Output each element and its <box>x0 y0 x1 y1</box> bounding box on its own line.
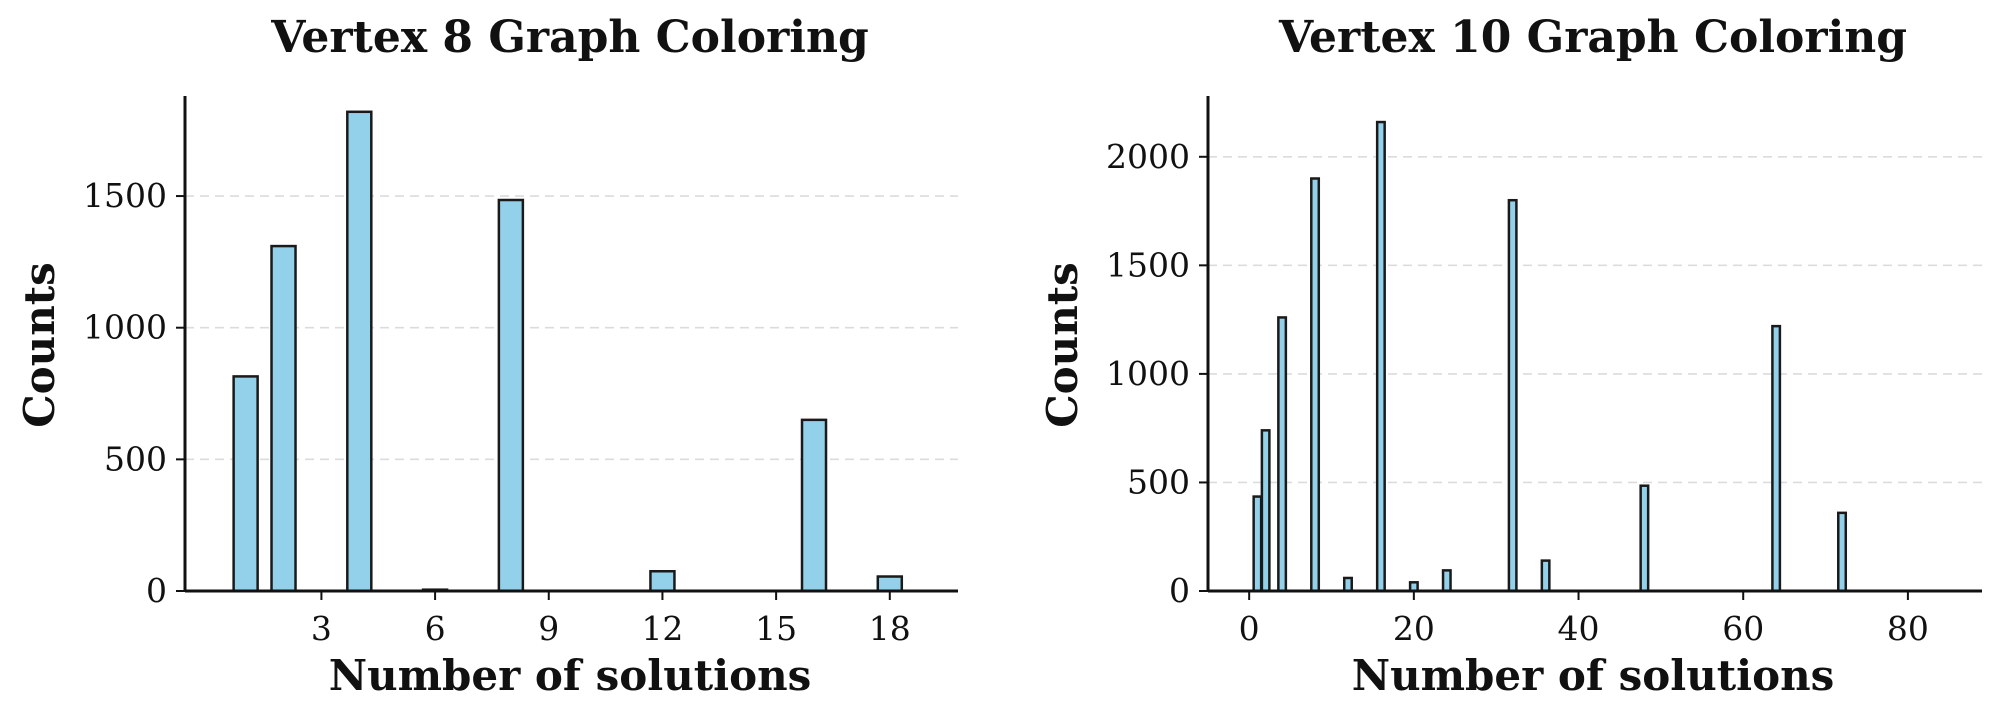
bar <box>1837 511 1848 593</box>
x-tick-label: 9 <box>538 609 559 648</box>
bar <box>1441 569 1452 593</box>
bar <box>1540 559 1551 593</box>
tick-layer: 0 500 1000 1500 2000 0 20 40 60 80 <box>1106 137 1929 648</box>
bar <box>232 375 259 593</box>
y-tick-label: 2000 <box>1106 137 1190 176</box>
y-tick-label: 1500 <box>1106 245 1190 284</box>
x-tick-label: 15 <box>755 609 797 648</box>
x-tick-label: 6 <box>425 609 446 648</box>
x-tick-label: 0 <box>1239 609 1260 648</box>
x-axis-label: Number of solutions <box>1352 651 1835 700</box>
bar <box>876 575 904 593</box>
bar <box>1260 429 1271 593</box>
bar <box>497 198 525 593</box>
x-tick-label: 18 <box>869 609 911 648</box>
bar <box>1342 576 1353 593</box>
bar <box>800 418 828 593</box>
x-tick-label: 3 <box>311 609 332 648</box>
chart-panel-left: Vertex 8 Graph Coloring 0 500 1000 1500 3 6 9 1… <box>15 12 958 700</box>
bar <box>649 570 676 593</box>
tick-layer: 0 500 1000 1500 3 6 9 12 15 18 <box>83 176 911 648</box>
bar <box>1771 324 1782 593</box>
bar-layer <box>232 110 904 593</box>
y-tick-label: 0 <box>146 571 167 610</box>
bar <box>1277 316 1288 593</box>
x-tick-label: 80 <box>1887 609 1929 648</box>
bar-layer <box>1252 120 1848 593</box>
bar <box>1310 177 1321 593</box>
grid-layer <box>185 195 958 461</box>
axis-layer <box>183 96 958 593</box>
bar <box>1507 198 1518 593</box>
bar <box>346 110 373 593</box>
bar <box>1252 495 1263 593</box>
bar <box>1375 120 1386 593</box>
chart-panel-right: Vertex 10 Graph Coloring 050010001500200… <box>1038 12 1982 700</box>
y-tick-label: 1500 <box>83 176 167 215</box>
x-axis-label: Number of solutions <box>329 651 812 700</box>
x-tick-label: 12 <box>641 609 683 648</box>
y-tick-label: 500 <box>1127 462 1190 501</box>
x-tick-label: 20 <box>1393 609 1435 648</box>
x-tick-label: 40 <box>1558 609 1600 648</box>
y-tick-label: 0 <box>1169 571 1190 610</box>
y-tick-label: 1000 <box>83 308 167 347</box>
chart-title: Vertex 10 Graph Coloring <box>1278 12 1907 63</box>
bar <box>270 244 297 593</box>
axis-layer <box>1206 96 1982 593</box>
grid-layer <box>1208 155 1982 484</box>
y-tick-label: 1000 <box>1106 354 1190 393</box>
chart-title: Vertex 8 Graph Coloring <box>270 12 869 63</box>
x-tick-label: 60 <box>1722 609 1764 648</box>
y-axis-label: Counts <box>1038 262 1087 428</box>
y-axis-label: Counts <box>15 262 64 428</box>
y-tick-label: 500 <box>104 439 167 478</box>
bar <box>1639 484 1650 593</box>
